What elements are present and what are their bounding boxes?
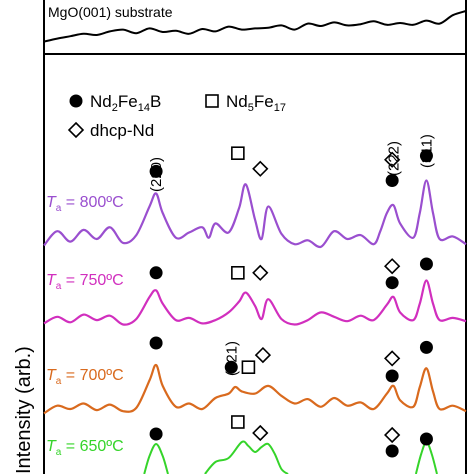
marker-filled-circle-12 (149, 336, 163, 350)
marker-filled-circle-24 (419, 432, 433, 446)
marker-filled-circle-9 (385, 276, 399, 290)
peak-label-1: (222) (385, 141, 402, 176)
series-label-0: Ta = 800ºC (46, 194, 124, 214)
series-line-1 (43, 279, 467, 326)
pattern-curves (43, 10, 467, 474)
marker-filled-circle-3 (385, 174, 399, 187)
marker-open-square-14 (241, 360, 256, 375)
legend-marker-2 (67, 121, 85, 139)
series-line-2 (43, 363, 467, 415)
substrate-label: MgO(001) substrate (48, 4, 173, 20)
marker-open-diamond-4 (384, 151, 401, 168)
series-650-peak-2 (204, 440, 289, 474)
marker-open-square-7 (231, 265, 245, 280)
marker-filled-circle-19 (149, 427, 163, 441)
marker-filled-circle-18 (419, 340, 433, 354)
series-label-3: Ta = 650ºC (46, 438, 124, 458)
peak-label-2: (311) (418, 134, 435, 168)
marker-filled-circle-13 (224, 360, 238, 374)
series-650-peak-3 (414, 440, 438, 474)
phase-markers (149, 146, 433, 458)
marker-open-diamond-8 (252, 264, 269, 281)
legend-label-0: Nd2Fe14B (90, 92, 161, 114)
legend-label-2: dhcp-Nd (90, 121, 154, 140)
series-line-4 (43, 10, 467, 43)
legend-marker-1 (205, 94, 219, 108)
series-label-2: Ta = 700ºC (46, 367, 124, 387)
marker-filled-circle-16 (385, 369, 399, 383)
marker-filled-circle-0 (149, 164, 163, 178)
y-axis-label: Intensity (arb.) (13, 346, 35, 474)
marker-open-diamond-15 (254, 346, 272, 364)
marker-filled-circle-5 (419, 149, 433, 163)
marker-open-square-1 (231, 146, 245, 160)
marker-open-diamond-2 (252, 160, 269, 177)
series-line-0 (43, 179, 467, 249)
marker-open-diamond-17 (384, 350, 401, 367)
series-650-peak-1 (143, 442, 169, 474)
marker-open-diamond-21 (252, 424, 269, 442)
peak-label-3: (221) (223, 341, 240, 376)
legend-label-1: Nd5Fe17 (226, 92, 286, 114)
peak-label-0: (220) (148, 157, 165, 192)
chart-frames (43, 0, 467, 474)
legend-marker-0 (69, 94, 83, 108)
marker-open-square-20 (231, 415, 245, 429)
chart-labels: MgO(001) substrate Nd2Fe14B Nd5Fe17 dhcp-Nd… (13, 4, 435, 474)
marker-filled-circle-11 (419, 257, 433, 271)
marker-filled-circle-6 (149, 266, 163, 280)
series-label-1: Ta = 750ºC (46, 272, 124, 292)
marker-open-diamond-10 (384, 258, 401, 275)
marker-open-diamond-22 (384, 426, 401, 444)
marker-filled-circle-23 (385, 444, 399, 458)
